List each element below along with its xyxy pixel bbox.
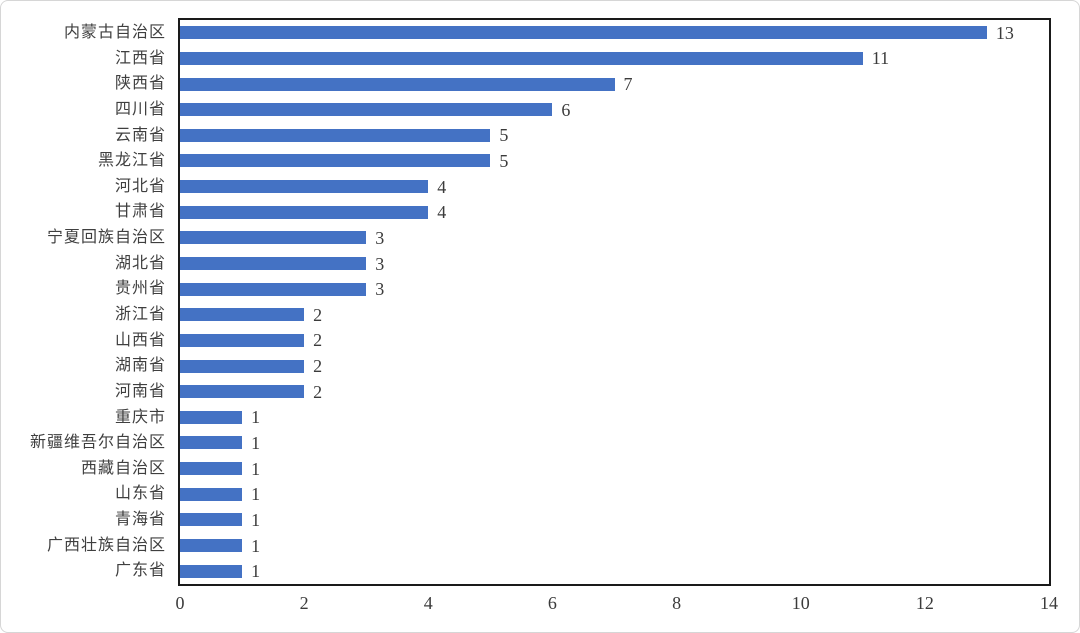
x-tick-label: 6 xyxy=(547,593,557,613)
category-label: 四川省 xyxy=(114,100,166,118)
bar xyxy=(180,436,243,450)
bar-row: 2 xyxy=(180,353,1049,379)
x-tick-label: 14 xyxy=(1040,593,1058,613)
value-label: 6 xyxy=(561,99,571,120)
bar-row: 3 xyxy=(180,251,1049,277)
category-label: 江西省 xyxy=(114,49,166,67)
bar xyxy=(180,257,367,271)
category-label: 青海省 xyxy=(114,511,166,529)
category-label: 广东省 xyxy=(114,562,166,580)
value-label: 2 xyxy=(313,304,323,325)
bar-row: 1 xyxy=(180,405,1049,431)
x-tick-label: 4 xyxy=(423,593,433,613)
value-label: 1 xyxy=(251,561,261,582)
category-label: 广西壮族自治区 xyxy=(46,536,166,554)
value-label: 2 xyxy=(313,356,323,377)
category-label: 河北省 xyxy=(114,177,166,195)
bar-row: 3 xyxy=(180,276,1049,302)
bar xyxy=(180,333,305,347)
category-label: 山西省 xyxy=(114,331,166,349)
bar xyxy=(180,128,491,142)
bar xyxy=(180,359,305,373)
bar-row: 6 xyxy=(180,97,1049,123)
category-label: 河南省 xyxy=(114,382,166,400)
bar-row: 13 xyxy=(180,20,1049,46)
category-label: 湖南省 xyxy=(114,357,166,375)
bar-row: 5 xyxy=(180,123,1049,149)
value-label: 3 xyxy=(375,253,385,274)
bar-row: 4 xyxy=(180,199,1049,225)
bar-row: 1 xyxy=(180,533,1049,559)
bar-row: 1 xyxy=(180,558,1049,584)
x-axis: 0 2 4 6 8 10 12 14 xyxy=(1,593,1079,623)
bar xyxy=(180,282,367,296)
value-label: 5 xyxy=(499,150,509,171)
category-label: 新疆维吾尔自治区 xyxy=(29,434,166,452)
bar xyxy=(180,205,429,219)
x-tick-label: 2 xyxy=(299,593,309,613)
value-label: 4 xyxy=(437,202,447,223)
value-label: 4 xyxy=(437,176,447,197)
value-label: 1 xyxy=(251,407,261,428)
category-label: 西藏自治区 xyxy=(80,459,166,477)
category-label: 宁夏回族自治区 xyxy=(46,229,166,247)
bar-row: 5 xyxy=(180,148,1049,174)
value-label: 5 xyxy=(499,125,509,146)
category-label: 云南省 xyxy=(114,126,166,144)
category-label: 内蒙古自治区 xyxy=(63,24,166,41)
bar-row: 1 xyxy=(180,481,1049,507)
category-label: 山东省 xyxy=(114,485,166,503)
x-tick-label: 8 xyxy=(672,593,682,613)
value-label: 7 xyxy=(623,74,633,95)
category-label: 贵州省 xyxy=(114,280,166,298)
bar-row: 4 xyxy=(180,174,1049,200)
bar xyxy=(180,77,615,91)
bar xyxy=(180,231,367,245)
value-label: 3 xyxy=(375,279,385,300)
plot-area: 13 11 7 6 5 5 4 4 3 3 3 2 2 2 2 1 1 1 1 1 1 1 xyxy=(178,18,1051,586)
category-label: 黑龙江省 xyxy=(97,152,166,170)
bar-row: 7 xyxy=(180,71,1049,97)
bar-row: 1 xyxy=(180,430,1049,456)
bar xyxy=(180,410,243,424)
bar xyxy=(180,385,305,399)
bar-row: 2 xyxy=(180,302,1049,328)
bar-row: 2 xyxy=(180,379,1049,405)
category-label: 湖北省 xyxy=(114,254,166,272)
category-label: 陕西省 xyxy=(114,75,166,93)
category-label: 浙江省 xyxy=(114,306,166,323)
value-label: 1 xyxy=(251,458,261,479)
value-label: 11 xyxy=(871,48,890,69)
value-label: 3 xyxy=(375,227,385,248)
bar xyxy=(180,154,491,168)
value-label: 1 xyxy=(251,432,261,453)
bar xyxy=(180,462,243,476)
value-label: 2 xyxy=(313,381,323,402)
bar xyxy=(180,513,243,527)
value-label: 1 xyxy=(251,509,261,530)
value-label: 1 xyxy=(251,484,261,505)
x-tick-label: 10 xyxy=(791,593,810,613)
bar xyxy=(180,103,553,117)
bar xyxy=(180,26,987,40)
bar xyxy=(180,539,243,553)
bar-row: 11 xyxy=(180,46,1049,72)
x-tick-label: 0 xyxy=(175,593,185,613)
bar xyxy=(180,51,863,65)
value-label: 2 xyxy=(313,330,323,351)
bar xyxy=(180,308,305,322)
bar-row: 1 xyxy=(180,456,1049,482)
category-label: 甘肃省 xyxy=(114,203,166,221)
value-label: 13 xyxy=(995,22,1014,43)
bar xyxy=(180,180,429,194)
value-label: 1 xyxy=(251,535,261,556)
bar-row: 1 xyxy=(180,507,1049,533)
bar xyxy=(180,487,243,501)
bar-row: 2 xyxy=(180,328,1049,354)
x-tick-label: 12 xyxy=(915,593,934,613)
bar-row: 3 xyxy=(180,225,1049,251)
category-label: 重庆市 xyxy=(114,408,166,426)
bar xyxy=(180,564,243,578)
